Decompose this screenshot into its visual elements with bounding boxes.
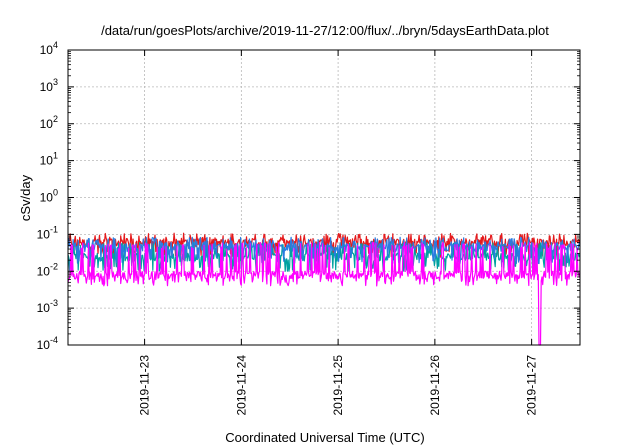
y-tick-label: 101 [40,151,58,168]
y-tick-label: 103 [40,77,58,94]
y-axis-label: cSv/day [18,174,33,221]
y-tick-label: 10-1 [37,224,58,241]
x-tick-label: 2019-11-26 [428,355,442,416]
series-layer [67,232,581,346]
x-axis-label: Coordinated Universal Time (UTC) [225,430,424,445]
x-tick-label: 2019-11-24 [234,355,248,416]
y-tick-label: 104 [40,40,58,57]
y-tick-label: 10-3 [37,298,58,315]
y-tick-label: 10-2 [37,261,58,278]
grid [68,50,580,345]
x-tick-label: 2019-11-23 [138,355,152,416]
x-tick-label: 2019-11-25 [331,355,345,416]
y-tick-label: 100 [40,188,58,205]
x-axis: 2019-11-23 2019-11-24 2019-11-25 2019-11-26… [138,50,539,416]
chart-title: /data/run/goesPlots/archive/2019-11-27/1… [101,23,549,38]
y-tick-label: 102 [40,114,58,131]
y-tick-label: 10-4 [37,335,58,352]
x-tick-label: 2019-11-27 [525,355,539,416]
series-line [67,236,581,265]
series-line [67,242,581,346]
